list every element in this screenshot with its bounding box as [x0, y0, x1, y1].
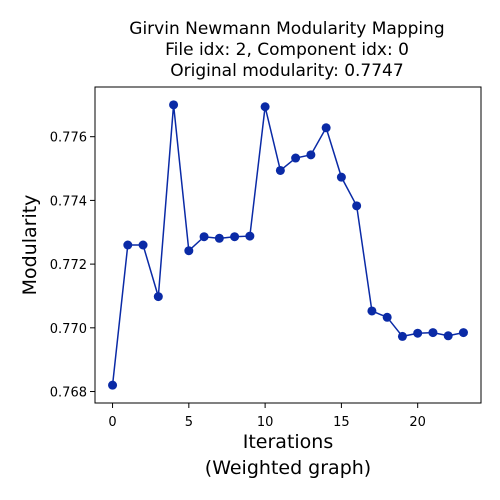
chart-title-line: Girvin Newmann Modularity Mapping: [129, 19, 444, 39]
x-axis-label-line: Iterations: [243, 431, 334, 453]
data-point: [336, 172, 346, 182]
data-point: [138, 240, 148, 250]
x-tick-label: 20: [409, 415, 426, 430]
chart-title-line: File idx: 2, Component idx: 0: [165, 40, 409, 60]
series-line: [111, 104, 464, 386]
x-axis-label-line: (Weighted graph): [205, 457, 371, 479]
data-point: [275, 165, 285, 175]
data-point: [291, 153, 301, 163]
data-point: [382, 312, 392, 322]
data-point: [428, 328, 438, 338]
data-point: [153, 292, 163, 302]
data-point: [184, 246, 194, 256]
data-point: [123, 240, 133, 250]
data-point: [169, 100, 179, 110]
x-tick-label: 5: [185, 415, 193, 430]
x-axis-label: Iterations (Weighted graph): [205, 431, 371, 479]
y-tick-label: 0.776: [50, 131, 87, 146]
data-point: [230, 232, 240, 242]
x-axis: 0 5 10 15 20: [108, 403, 426, 430]
data-point: [199, 232, 209, 242]
chart-title-line: Original modularity: 0.7747: [170, 61, 403, 81]
data-point: [245, 231, 255, 241]
x-tick-label: 10: [257, 415, 274, 430]
plot-frame: [94, 86, 482, 404]
data-point: [367, 306, 377, 316]
data-point: [321, 123, 331, 133]
data-point: [397, 331, 407, 341]
y-axis-label: Modularity: [19, 195, 41, 296]
data-point: [458, 328, 468, 338]
y-tick-label: 0.774: [50, 194, 87, 209]
x-tick-label: 15: [333, 415, 350, 430]
y-tick-label: 0.770: [50, 322, 87, 337]
data-point: [443, 331, 453, 341]
data-point: [260, 102, 270, 112]
y-axis: 0.768 0.770 0.772 0.774 0.776: [50, 131, 95, 401]
series: [108, 100, 468, 390]
data-point: [352, 201, 362, 211]
data-point: [413, 328, 423, 338]
x-tick-label: 0: [108, 415, 116, 430]
data-point: [306, 150, 316, 160]
y-tick-label: 0.768: [50, 386, 87, 401]
y-tick-label: 0.772: [50, 258, 87, 273]
data-point: [108, 380, 118, 390]
data-point: [214, 233, 224, 243]
